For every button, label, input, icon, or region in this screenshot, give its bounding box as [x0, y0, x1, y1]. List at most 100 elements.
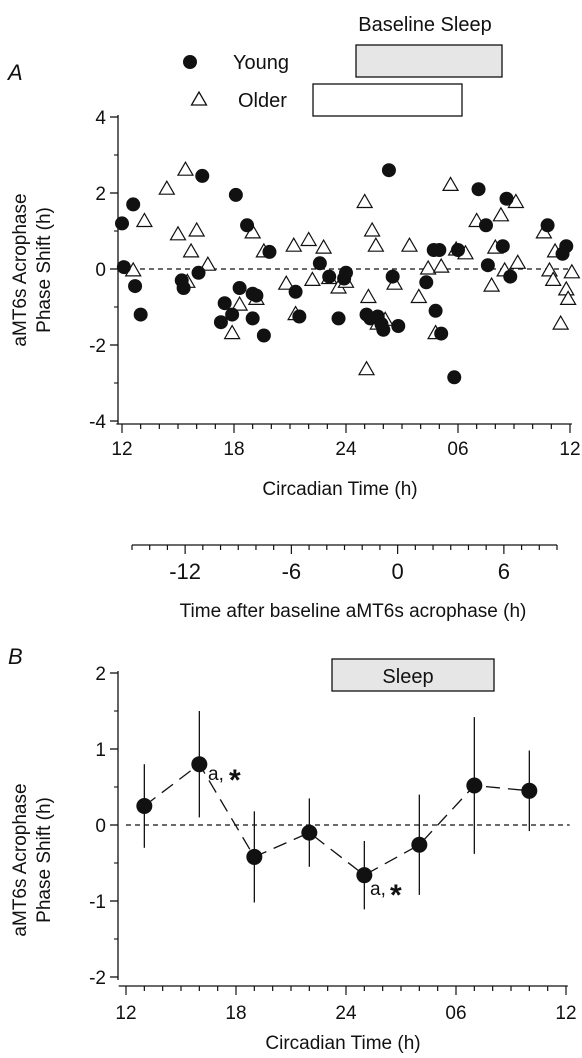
- young-point: [447, 370, 462, 385]
- older-point: [300, 231, 318, 247]
- young-point: [385, 269, 400, 284]
- young-point: [428, 303, 443, 318]
- panel-b-points: [136, 711, 538, 910]
- young-point: [432, 243, 447, 257]
- young-point: [240, 218, 255, 233]
- young-point: [228, 187, 243, 202]
- panel-b-x-tick-label: 18: [225, 1003, 246, 1024]
- mean-point: [521, 782, 538, 799]
- young-point: [191, 265, 206, 280]
- panel-a-x-tick-label: 18: [223, 439, 244, 460]
- young-point: [115, 216, 129, 231]
- young-point: [312, 256, 327, 271]
- older-point: [544, 271, 562, 286]
- panel-b-y-label-2: Phase Shift (h): [34, 797, 55, 923]
- panel-a-x-tick-label: 12: [559, 439, 580, 460]
- relative-axis-tick-label: -12: [169, 559, 201, 584]
- relative-axis-label: Time after baseline aMT6s acrophase (h): [180, 601, 527, 622]
- young-point: [471, 182, 486, 197]
- panel-b-x-tick-label: 06: [445, 1003, 466, 1024]
- relative-axis-tick-label: 6: [498, 559, 510, 584]
- relative-time-axis: -12 -6 0 6: [131, 544, 558, 584]
- older-point: [223, 324, 241, 340]
- panel-b-x-label: Circadian Time (h): [265, 1033, 420, 1054]
- annotation-a-2: a,: [370, 879, 386, 900]
- young-point: [213, 315, 228, 330]
- panel-a-x-axis: 12 18 24 06 12: [111, 423, 581, 460]
- older-point: [359, 288, 377, 304]
- panel-b-y-tick-label: 0: [95, 816, 106, 837]
- young-point: [288, 284, 303, 299]
- young-point: [176, 281, 191, 295]
- young-point: [217, 296, 232, 311]
- panel-a-y-axis: 4 2 0 -2 -4: [89, 108, 119, 433]
- panel-b-y-tick-label: -1: [89, 892, 106, 913]
- young-point: [262, 244, 277, 259]
- panel-a-y-label-1: aMT6s Acrophase: [10, 193, 31, 346]
- young-point: [540, 218, 555, 233]
- young-point: [292, 309, 307, 324]
- young-point: [339, 265, 353, 280]
- young-point: [559, 239, 574, 254]
- older-point: [135, 212, 153, 228]
- older-point: [483, 276, 501, 292]
- older-point: [552, 314, 570, 330]
- older-point: [400, 236, 419, 252]
- young-point: [376, 322, 391, 337]
- panel-b-y-tick-label: -2: [89, 968, 106, 989]
- older-point: [563, 263, 581, 279]
- mean-point: [466, 777, 483, 794]
- young-point: [126, 197, 141, 212]
- legend-young-marker: [183, 55, 197, 69]
- young-point: [249, 288, 264, 303]
- older-point: [363, 221, 381, 237]
- young-point: [503, 269, 518, 284]
- panel-b-x-tick-label: 24: [335, 1003, 357, 1024]
- young-point: [381, 163, 396, 178]
- mean-point: [191, 756, 208, 773]
- young-point: [116, 260, 131, 275]
- young-point: [322, 269, 337, 284]
- older-point: [315, 238, 333, 254]
- panel-a-y-label-2: Phase Shift (h): [34, 207, 55, 333]
- older-point: [176, 160, 195, 176]
- older-point: [356, 193, 374, 209]
- young-point: [245, 311, 260, 326]
- older-point: [357, 360, 376, 376]
- annotation-a-1: a,: [208, 764, 224, 785]
- young-point: [331, 311, 346, 326]
- legend-young-label: Young: [233, 52, 289, 74]
- panel-b-x-tick-label: 12: [555, 1003, 576, 1024]
- older-point: [231, 295, 249, 311]
- panel-a-letter: A: [6, 60, 23, 85]
- panel-b-x-tick-label: 12: [115, 1003, 136, 1024]
- older-point: [557, 280, 575, 296]
- older-point: [285, 236, 303, 252]
- older-point: [158, 179, 176, 195]
- sleep-bar: [331, 658, 495, 692]
- panel-b-y-label-1: aMT6s Acrophase: [10, 783, 31, 936]
- mean-point: [301, 824, 318, 841]
- mean-point: [136, 798, 153, 814]
- young-point: [232, 281, 247, 295]
- panel-b-y-tick-label: 1: [95, 740, 106, 761]
- young-point: [479, 218, 493, 233]
- annotation-star-2: *: [390, 879, 402, 912]
- older-point: [188, 221, 206, 237]
- young-point: [195, 168, 210, 183]
- mean-point: [411, 836, 428, 853]
- older-point: [432, 257, 450, 273]
- young-point: [128, 279, 143, 294]
- young-point: [451, 243, 465, 257]
- legend-older-marker: [190, 90, 208, 106]
- older-point: [303, 271, 321, 286]
- older-point: [410, 288, 428, 304]
- young-point: [391, 319, 406, 333]
- young-point: [419, 275, 434, 290]
- sleep-bar-label: Sleep: [382, 666, 433, 688]
- legend: Young Older: [183, 52, 289, 112]
- panel-a-y-tick-label: -2: [89, 336, 106, 357]
- panel-a: A Baseline Sleep Young Older 420-2-4 12 1…: [6, 14, 581, 622]
- older-point: [559, 290, 577, 305]
- panel-b: B Sleep 2 1 0 -1 -2 12 18 24 06 12 a, * a, * aMT…: [8, 644, 577, 1054]
